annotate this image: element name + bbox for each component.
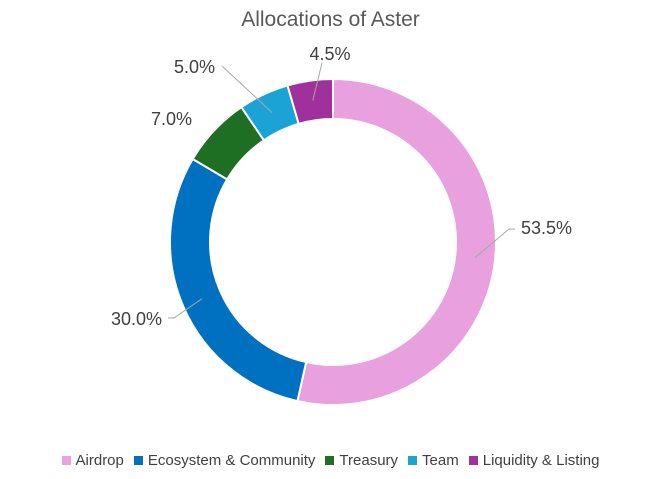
data-label: 7.0% <box>151 109 192 129</box>
legend-swatch <box>133 456 143 465</box>
data-label: 4.5% <box>309 44 350 64</box>
leader-line <box>312 62 323 101</box>
leader-line <box>168 298 203 319</box>
leader-line <box>221 65 273 113</box>
legend-label: Team <box>422 452 459 469</box>
legend-label: Airdrop <box>75 452 124 469</box>
legend-item: Ecosystem & Community <box>133 452 316 469</box>
slice-ecosystem-community <box>169 157 308 403</box>
legend-swatch <box>468 456 478 465</box>
legend: Airdrop Ecosystem & Community Treasury Team… <box>0 452 661 469</box>
slice-airdrop <box>296 77 497 406</box>
slice-liquidity-listing <box>286 77 334 126</box>
data-label: 5.0% <box>174 57 215 77</box>
data-label: 53.5% <box>521 218 572 238</box>
legend-label: Liquidity & Listing <box>482 452 600 469</box>
legend-swatch <box>408 456 418 465</box>
legend-label: Ecosystem & Community <box>147 452 316 469</box>
leader-line <box>474 228 515 259</box>
legend-label: Treasury <box>339 452 399 469</box>
legend-item: Liquidity & Listing <box>468 452 600 469</box>
chart-title: Allocations of Aster <box>241 8 420 31</box>
legend-item: Team <box>408 452 459 469</box>
data-label: 30.0% <box>111 309 162 329</box>
legend-swatch <box>325 456 335 465</box>
legend-item: Treasury <box>325 452 398 469</box>
legend-swatch <box>61 456 71 465</box>
legend-item: Airdrop <box>61 452 124 469</box>
